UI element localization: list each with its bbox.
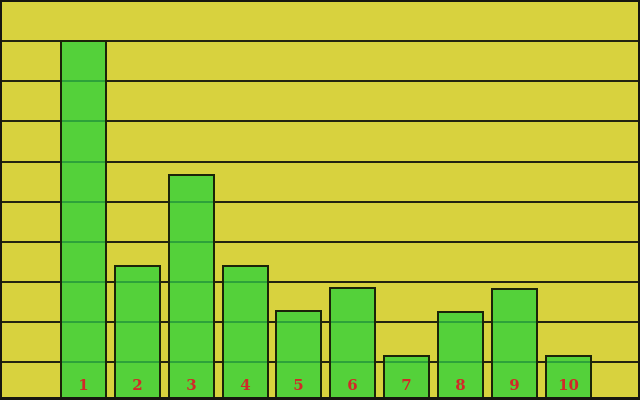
bar: 8	[437, 311, 484, 397]
bar-gridline-overlay	[331, 321, 374, 323]
bar-label: 5	[293, 376, 304, 394]
gridline	[0, 241, 640, 243]
bar-label: 9	[509, 376, 520, 394]
bar: 7	[383, 355, 430, 397]
bar-label: 7	[401, 376, 412, 394]
bar-gridline-overlay	[62, 161, 105, 163]
bar-gridline-overlay	[62, 80, 105, 82]
bar-gridline-overlay	[116, 321, 159, 323]
bar-gridline-overlay	[170, 201, 213, 203]
bar-gridline-overlay	[331, 361, 374, 363]
bar-label: 4	[240, 376, 251, 394]
bar-gridline-overlay	[116, 281, 159, 283]
bar: 6	[329, 287, 376, 397]
bar: 2	[114, 265, 161, 397]
bar: 10	[545, 355, 592, 397]
bar-gridline-overlay	[547, 361, 590, 363]
bar-label: 8	[455, 376, 466, 394]
bar-gridline-overlay	[62, 201, 105, 203]
bar-gridline-overlay	[277, 361, 320, 363]
bar-gridline-overlay	[62, 281, 105, 283]
bar-gridline-overlay	[277, 321, 320, 323]
bar: 3	[168, 174, 215, 397]
bar-gridline-overlay	[170, 321, 213, 323]
bar: 4	[222, 265, 269, 397]
bar-label: 1	[78, 376, 89, 394]
bar-gridline-overlay	[224, 361, 267, 363]
bar-gridline-overlay	[62, 361, 105, 363]
bar: 9	[491, 288, 538, 397]
bar-gridline-overlay	[493, 321, 536, 323]
bar-gridline-overlay	[493, 361, 536, 363]
bar: 1	[60, 40, 107, 397]
bar: 5	[275, 310, 322, 397]
bar-gridline-overlay	[170, 241, 213, 243]
bar-gridline-overlay	[170, 281, 213, 283]
gridline	[0, 201, 640, 203]
bar-gridline-overlay	[170, 361, 213, 363]
bar-gridline-overlay	[62, 120, 105, 122]
gridline	[0, 161, 640, 163]
gridline	[0, 281, 640, 283]
bar-label: 10	[558, 376, 579, 394]
bar-label: 2	[132, 376, 143, 394]
bar-gridline-overlay	[439, 321, 482, 323]
bar-label: 3	[186, 376, 197, 394]
bar-gridline-overlay	[224, 281, 267, 283]
bar-gridline-overlay	[116, 361, 159, 363]
bar-gridline-overlay	[224, 321, 267, 323]
gridline	[0, 80, 640, 82]
bar-gridline-overlay	[385, 361, 428, 363]
bar-label: 6	[347, 376, 358, 394]
gridline	[0, 40, 640, 42]
bar-gridline-overlay	[62, 241, 105, 243]
bar-gridline-overlay	[62, 321, 105, 323]
bar-gridline-overlay	[439, 361, 482, 363]
gridline	[0, 120, 640, 122]
